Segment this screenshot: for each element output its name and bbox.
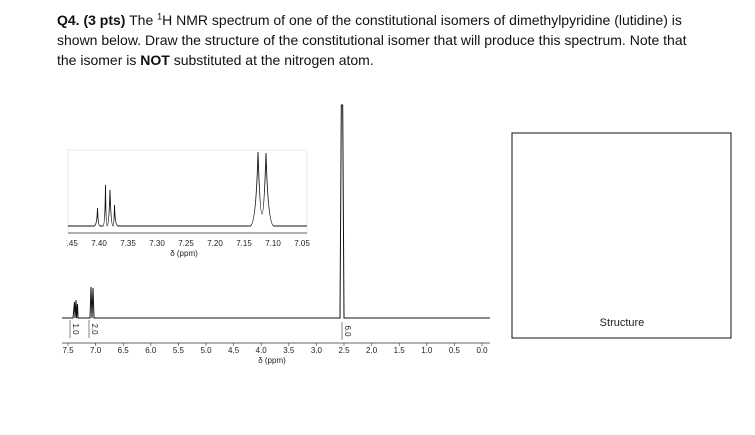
integration-label: 6.0 <box>343 325 352 337</box>
x-tick-label: 6.0 <box>145 346 157 355</box>
x-tick-label: 2.5 <box>338 346 350 355</box>
inset-tick-label: 7.40 <box>91 239 107 248</box>
question-text: H NMR spectrum of one of the constitutio… <box>57 12 687 68</box>
inset-tick-label: 7.05 <box>294 239 310 248</box>
x-tick-label: 7.5 <box>62 346 74 355</box>
inset-axis-label: δ (ppm) <box>170 249 198 258</box>
x-axis-label: δ (ppm) <box>258 356 286 365</box>
question-text: The <box>125 12 158 28</box>
inset-tick-label: 7.45 <box>62 239 78 248</box>
question: Q4. (3 pts) The 1H NMR spectrum of one o… <box>57 10 707 70</box>
integration-label: 1.0 <box>71 323 80 335</box>
x-tick-label: 4.5 <box>228 346 240 355</box>
question-text: substituted at the nitrogen atom. <box>169 52 374 68</box>
x-tick-label: 6.5 <box>118 346 130 355</box>
superscript: 1 <box>157 11 163 22</box>
integration-label: 2.0 <box>90 323 99 335</box>
inset-trace <box>68 151 307 227</box>
x-tick-label: 0.5 <box>449 346 461 355</box>
inset-tick-label: 7.35 <box>120 239 136 248</box>
x-tick-label: 5.0 <box>200 346 212 355</box>
x-tick-label: 4.0 <box>256 346 268 355</box>
spectrum-trace <box>62 104 490 319</box>
emphasis: NOT <box>140 52 170 68</box>
inset-tick-label: 7.15 <box>236 239 252 248</box>
inset-ticks: 7.45 7.40 7.35 7.30 7.25 7.20 7.15 7.10 7.05 <box>62 239 310 248</box>
structure-label: Structure <box>600 317 645 329</box>
x-tick-label: 5.5 <box>173 346 185 355</box>
x-tick-label: 3.0 <box>311 346 323 355</box>
inset-tick-label: 7.30 <box>149 239 165 248</box>
question-label: Q4. (3 pts) <box>57 12 126 28</box>
x-tick-label: 0.0 <box>476 346 488 355</box>
x-tick-label: 2.0 <box>366 346 378 355</box>
x-tick-label: 1.0 <box>421 346 433 355</box>
inset-tick-label: 7.20 <box>207 239 223 248</box>
x-tick-label: 1.5 <box>394 346 406 355</box>
inset-tick-label: 7.25 <box>178 239 194 248</box>
structure-box <box>511 132 732 339</box>
inset-tick-label: 7.10 <box>265 239 281 248</box>
x-tick-label: 3.5 <box>283 346 295 355</box>
x-tick-label: 7.0 <box>90 346 102 355</box>
